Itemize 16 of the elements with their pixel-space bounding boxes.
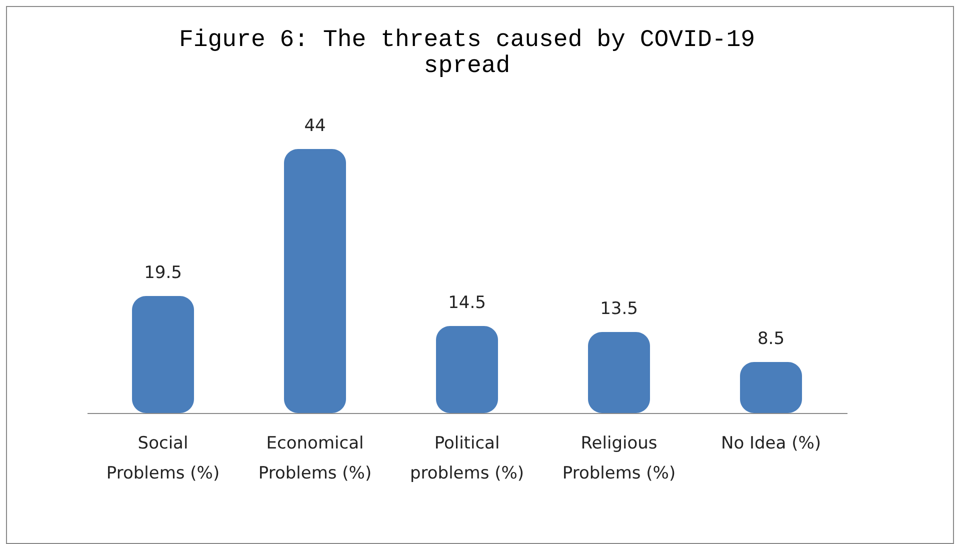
data-label: 19.5 [144,263,182,283]
x-tick-label: No Idea (%) [720,434,822,454]
bar [132,296,194,413]
bar [436,326,498,413]
data-label: 8.5 [757,329,785,349]
data-label: 44 [304,116,326,136]
bar [740,362,802,413]
data-label: 13.5 [600,299,638,319]
bar [588,332,650,413]
bar [284,149,346,413]
chart-title: Figure 6: The threats caused by COVID-19 spread [178,27,756,80]
x-tick-label: Political problems (%) [410,434,524,484]
x-tick-label: Economical Problems (%) [258,434,372,484]
data-label: 14.5 [448,293,486,313]
x-tick-label: Social Problems (%) [106,434,220,484]
x-tick-label: Religious Problems (%) [562,434,676,484]
